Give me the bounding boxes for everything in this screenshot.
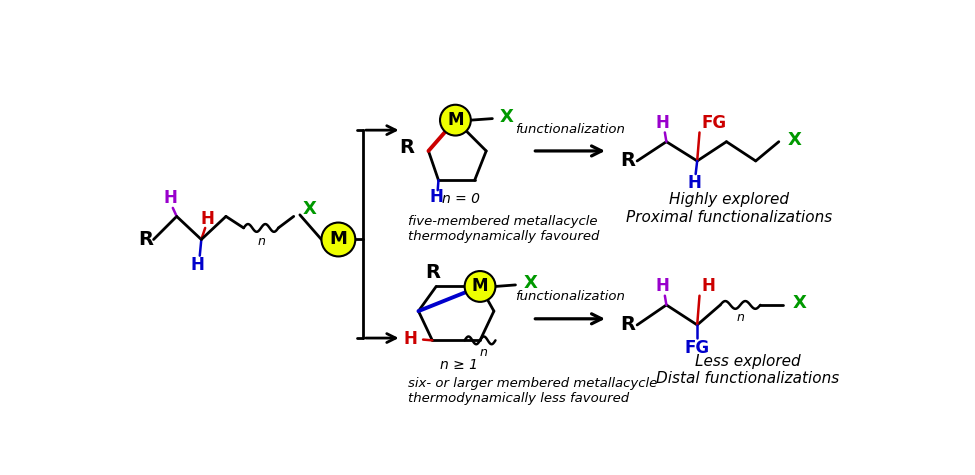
Text: n: n	[480, 346, 488, 359]
Text: functionalization: functionalization	[515, 124, 625, 136]
Text: Proximal functionalizations: Proximal functionalizations	[626, 209, 832, 225]
Text: X: X	[500, 108, 514, 126]
Text: H: H	[403, 330, 417, 348]
Text: R: R	[620, 315, 635, 334]
Text: Highly explored: Highly explored	[669, 192, 789, 207]
Text: R: R	[620, 152, 635, 171]
Text: H: H	[701, 277, 715, 295]
Circle shape	[440, 105, 471, 135]
Text: H: H	[430, 188, 444, 206]
Text: five-membered metallacycle: five-membered metallacycle	[408, 215, 597, 228]
Text: X: X	[788, 131, 801, 149]
Text: FG: FG	[684, 339, 710, 357]
Text: thermodynamically favoured: thermodynamically favoured	[408, 230, 599, 243]
Text: n: n	[736, 311, 744, 324]
Text: X: X	[303, 200, 317, 218]
Text: functionalization: functionalization	[515, 290, 625, 304]
Text: n: n	[257, 235, 265, 248]
Text: thermodynamically less favoured: thermodynamically less favoured	[408, 392, 629, 405]
Text: Less explored: Less explored	[695, 354, 800, 369]
Text: six- or larger membered metallacycle: six- or larger membered metallacycle	[408, 377, 657, 389]
Circle shape	[322, 223, 355, 256]
Text: n ≥ 1: n ≥ 1	[441, 358, 479, 372]
Text: R: R	[138, 230, 153, 249]
Text: H: H	[190, 256, 205, 274]
Text: H: H	[688, 173, 702, 191]
Text: Distal functionalizations: Distal functionalizations	[656, 371, 839, 386]
Text: M: M	[448, 111, 464, 129]
Text: R: R	[400, 138, 414, 157]
Text: FG: FG	[701, 114, 726, 132]
Text: M: M	[472, 277, 488, 295]
Circle shape	[465, 271, 495, 302]
Text: n = 0: n = 0	[442, 192, 480, 207]
Text: X: X	[793, 294, 806, 313]
Text: R: R	[425, 263, 440, 282]
Text: H: H	[201, 209, 214, 228]
Text: M: M	[330, 230, 347, 248]
Text: H: H	[655, 277, 670, 295]
Text: H: H	[164, 189, 177, 207]
Text: X: X	[524, 275, 537, 293]
Text: H: H	[655, 114, 670, 132]
